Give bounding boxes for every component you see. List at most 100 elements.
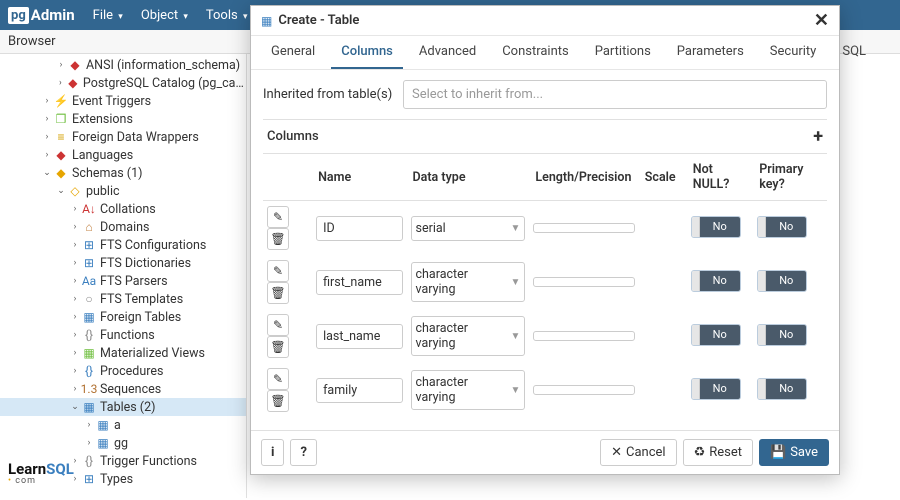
tree-node[interactable]: ›❒Extensions: [0, 110, 246, 128]
length-input[interactable]: [533, 331, 634, 341]
edit-row-button[interactable]: ✎: [267, 206, 289, 228]
inherit-select[interactable]: Select to inherit from...: [403, 80, 827, 109]
menu-tools[interactable]: Tools ▾: [206, 8, 248, 23]
save-button[interactable]: 💾 Save: [759, 439, 829, 466]
tree-node[interactable]: ›⚡Event Triggers: [0, 92, 246, 110]
chevron-icon[interactable]: ⌄: [42, 168, 52, 178]
tree-node[interactable]: ›◆PostgreSQL Catalog (pg_catalog): [0, 74, 246, 92]
chevron-icon[interactable]: ⌄: [56, 186, 66, 196]
tree-node[interactable]: ›{}Procedures: [0, 362, 246, 380]
add-column-button[interactable]: +: [813, 126, 823, 147]
node-icon: {}: [81, 327, 97, 343]
edit-row-button[interactable]: ✎: [267, 368, 289, 390]
tree-node[interactable]: ›{}Functions: [0, 326, 246, 344]
tree-node[interactable]: ›⌂Domains: [0, 218, 246, 236]
columns-section-header: Columns +: [263, 119, 827, 154]
node-icon: ⊞: [81, 237, 97, 253]
chevron-icon[interactable]: ›: [70, 258, 80, 268]
tree-node[interactable]: ⌄◇public: [0, 182, 246, 200]
chevron-icon[interactable]: ›: [84, 420, 94, 430]
length-input[interactable]: [533, 277, 634, 287]
tree-node[interactable]: ›▦Materialized Views: [0, 344, 246, 362]
datatype-select[interactable]: character varying▼: [411, 370, 526, 410]
tree-node[interactable]: ›AaFTS Parsers: [0, 272, 246, 290]
length-input[interactable]: [533, 385, 634, 395]
notnull-toggle[interactable]: No: [691, 270, 741, 292]
tree-node[interactable]: ›⊞FTS Configurations: [0, 236, 246, 254]
tree-node[interactable]: ›▦a: [0, 416, 246, 434]
tab-security[interactable]: Security: [760, 36, 827, 69]
datatype-select[interactable]: character varying▼: [411, 262, 526, 302]
tab-sql[interactable]: SQL: [832, 36, 876, 69]
tree-node[interactable]: ›1.3Sequences: [0, 380, 246, 398]
notnull-toggle[interactable]: No: [691, 378, 741, 400]
chevron-icon[interactable]: ›: [70, 348, 80, 358]
chevron-icon[interactable]: ›: [70, 366, 80, 376]
menu-object[interactable]: Object ▾: [141, 8, 188, 23]
column-name-input[interactable]: first_name: [316, 270, 402, 295]
chevron-icon[interactable]: ›: [70, 294, 80, 304]
browser-tree[interactable]: ›◆ANSI (information_schema)›◆PostgreSQL …: [0, 54, 247, 498]
chevron-icon[interactable]: ›: [70, 240, 80, 250]
primarykey-toggle[interactable]: No: [757, 270, 807, 292]
tree-node[interactable]: ›▦gg: [0, 434, 246, 452]
node-icon: ▦: [81, 309, 97, 325]
tree-node[interactable]: ›◆Languages: [0, 146, 246, 164]
tab-advanced[interactable]: Advanced: [409, 36, 486, 69]
chevron-icon[interactable]: ›: [70, 222, 80, 232]
delete-row-button[interactable]: 🗑: [267, 390, 289, 412]
node-icon: Aa: [81, 273, 97, 289]
notnull-toggle[interactable]: No: [691, 216, 741, 238]
tab-general[interactable]: General: [261, 36, 325, 69]
chevron-icon[interactable]: ›: [56, 78, 65, 88]
chevron-icon[interactable]: ›: [70, 204, 80, 214]
chevron-icon[interactable]: ›: [70, 384, 80, 394]
reset-button[interactable]: ♻ Reset: [683, 439, 753, 466]
close-icon[interactable]: ✕: [814, 10, 829, 31]
node-label: Foreign Tables: [100, 310, 181, 325]
column-name-input[interactable]: last_name: [316, 324, 402, 349]
chevron-icon[interactable]: ⌄: [70, 402, 80, 412]
delete-row-button[interactable]: 🗑: [267, 228, 289, 250]
chevron-icon[interactable]: ›: [42, 114, 52, 124]
chevron-icon[interactable]: ›: [56, 60, 66, 70]
primarykey-toggle[interactable]: No: [757, 378, 807, 400]
notnull-toggle[interactable]: No: [691, 324, 741, 346]
primarykey-toggle[interactable]: No: [757, 216, 807, 238]
tree-node[interactable]: ›◆ANSI (information_schema): [0, 56, 246, 74]
menu-file[interactable]: File ▾: [93, 8, 123, 23]
length-input[interactable]: [533, 223, 634, 233]
chevron-icon[interactable]: ›: [70, 330, 80, 340]
tab-columns[interactable]: Columns: [331, 36, 403, 69]
tree-node[interactable]: ›▦Foreign Tables: [0, 308, 246, 326]
tab-constraints[interactable]: Constraints: [492, 36, 579, 69]
chevron-icon[interactable]: ›: [70, 312, 80, 322]
tree-node[interactable]: ›⊞FTS Dictionaries: [0, 254, 246, 272]
delete-row-button[interactable]: 🗑: [267, 282, 289, 304]
node-label: ANSI (information_schema): [86, 58, 240, 73]
datatype-select[interactable]: serial▼: [411, 216, 526, 241]
column-name-input[interactable]: family: [316, 378, 402, 403]
delete-row-button[interactable]: 🗑: [267, 336, 289, 358]
chevron-icon[interactable]: ›: [42, 132, 52, 142]
chevron-icon[interactable]: ›: [42, 96, 52, 106]
cancel-button[interactable]: ✕ Cancel: [600, 439, 676, 466]
edit-row-button[interactable]: ✎: [267, 314, 289, 336]
tab-partitions[interactable]: Partitions: [585, 36, 661, 69]
help-button[interactable]: ?: [290, 439, 316, 466]
chevron-icon[interactable]: ›: [70, 276, 80, 286]
tree-node[interactable]: ›A↓Collations: [0, 200, 246, 218]
app-logo: pgAdmin: [8, 6, 75, 24]
tree-node[interactable]: ⌄◆Schemas (1): [0, 164, 246, 182]
primarykey-toggle[interactable]: No: [757, 324, 807, 346]
edit-row-button[interactable]: ✎: [267, 260, 289, 282]
datatype-select[interactable]: character varying▼: [411, 316, 526, 356]
tree-node[interactable]: ›≡Foreign Data Wrappers: [0, 128, 246, 146]
tab-parameters[interactable]: Parameters: [667, 36, 754, 69]
info-button[interactable]: i: [261, 439, 284, 466]
chevron-icon[interactable]: ›: [42, 150, 52, 160]
tree-node[interactable]: ⌄▦Tables (2): [0, 398, 246, 416]
chevron-icon[interactable]: ›: [84, 438, 94, 448]
column-name-input[interactable]: ID: [316, 216, 402, 241]
tree-node[interactable]: ›○FTS Templates: [0, 290, 246, 308]
